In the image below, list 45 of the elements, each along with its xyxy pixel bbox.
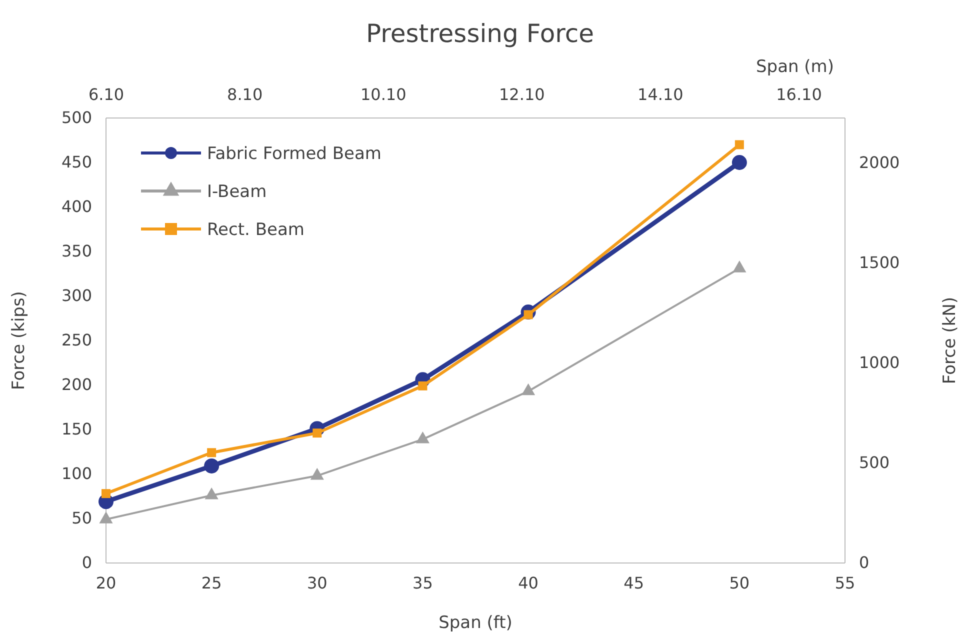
y-tick-label: 500 — [61, 108, 92, 128]
x-tick-label: 25 — [201, 573, 222, 592]
point — [418, 381, 428, 390]
point — [312, 428, 322, 438]
y2-axis-title: Force (kN) — [940, 296, 959, 384]
legend-label: Fabric Formed Beam — [207, 144, 382, 164]
legend-label: I-Beam — [207, 182, 267, 202]
y-tick-label: 450 — [61, 152, 92, 172]
chart-title: Prestressing Force — [366, 19, 594, 48]
y-tick-label: 150 — [61, 420, 92, 439]
y-tick-label: 300 — [61, 286, 92, 306]
y-tick-label: 350 — [61, 242, 92, 261]
x2-tick-label: 6.10 — [88, 85, 124, 104]
y-tick-label: 250 — [61, 330, 92, 350]
x2-axis-title: Span (m) — [756, 57, 834, 77]
point — [734, 140, 744, 150]
x-tick-label: 35 — [412, 573, 433, 592]
x-tick-label: 45 — [624, 573, 644, 592]
x-axis-title: Span (ft) — [438, 613, 512, 633]
x2-tick-label: 10.10 — [360, 85, 406, 104]
x2-tick-label: 12.10 — [499, 85, 545, 104]
x-tick-label: 30 — [306, 573, 328, 592]
x2-tick-label: 14.10 — [638, 85, 684, 104]
point — [204, 458, 220, 474]
y-tick-label: 0 — [82, 553, 92, 572]
y-axis-title: Force (kips) — [9, 291, 29, 390]
point — [102, 489, 110, 498]
x2-tick-label: 16.10 — [776, 85, 822, 104]
y-tick-label: 400 — [61, 197, 92, 216]
legend-label: Rect. Beam — [207, 220, 304, 240]
y2-tick-label: 0 — [859, 553, 870, 572]
x2-tick-label: 8.10 — [227, 85, 263, 104]
x-tick-label: 20 — [96, 573, 116, 592]
y-tick-label: 200 — [61, 375, 92, 394]
x-tick-label: 55 — [834, 573, 856, 592]
point — [732, 155, 747, 170]
point — [207, 448, 216, 458]
x-tick-label: 50 — [729, 573, 750, 592]
x-tick-label: 40 — [518, 573, 538, 592]
y-tick-label: 100 — [61, 464, 92, 484]
y2-tick-label: 1000 — [859, 353, 900, 372]
y2-tick-label: 2000 — [859, 152, 900, 172]
y-tick-label: 50 — [72, 508, 92, 528]
y2-tick-label: 1500 — [859, 253, 900, 272]
y2-tick-label: 500 — [859, 453, 890, 472]
